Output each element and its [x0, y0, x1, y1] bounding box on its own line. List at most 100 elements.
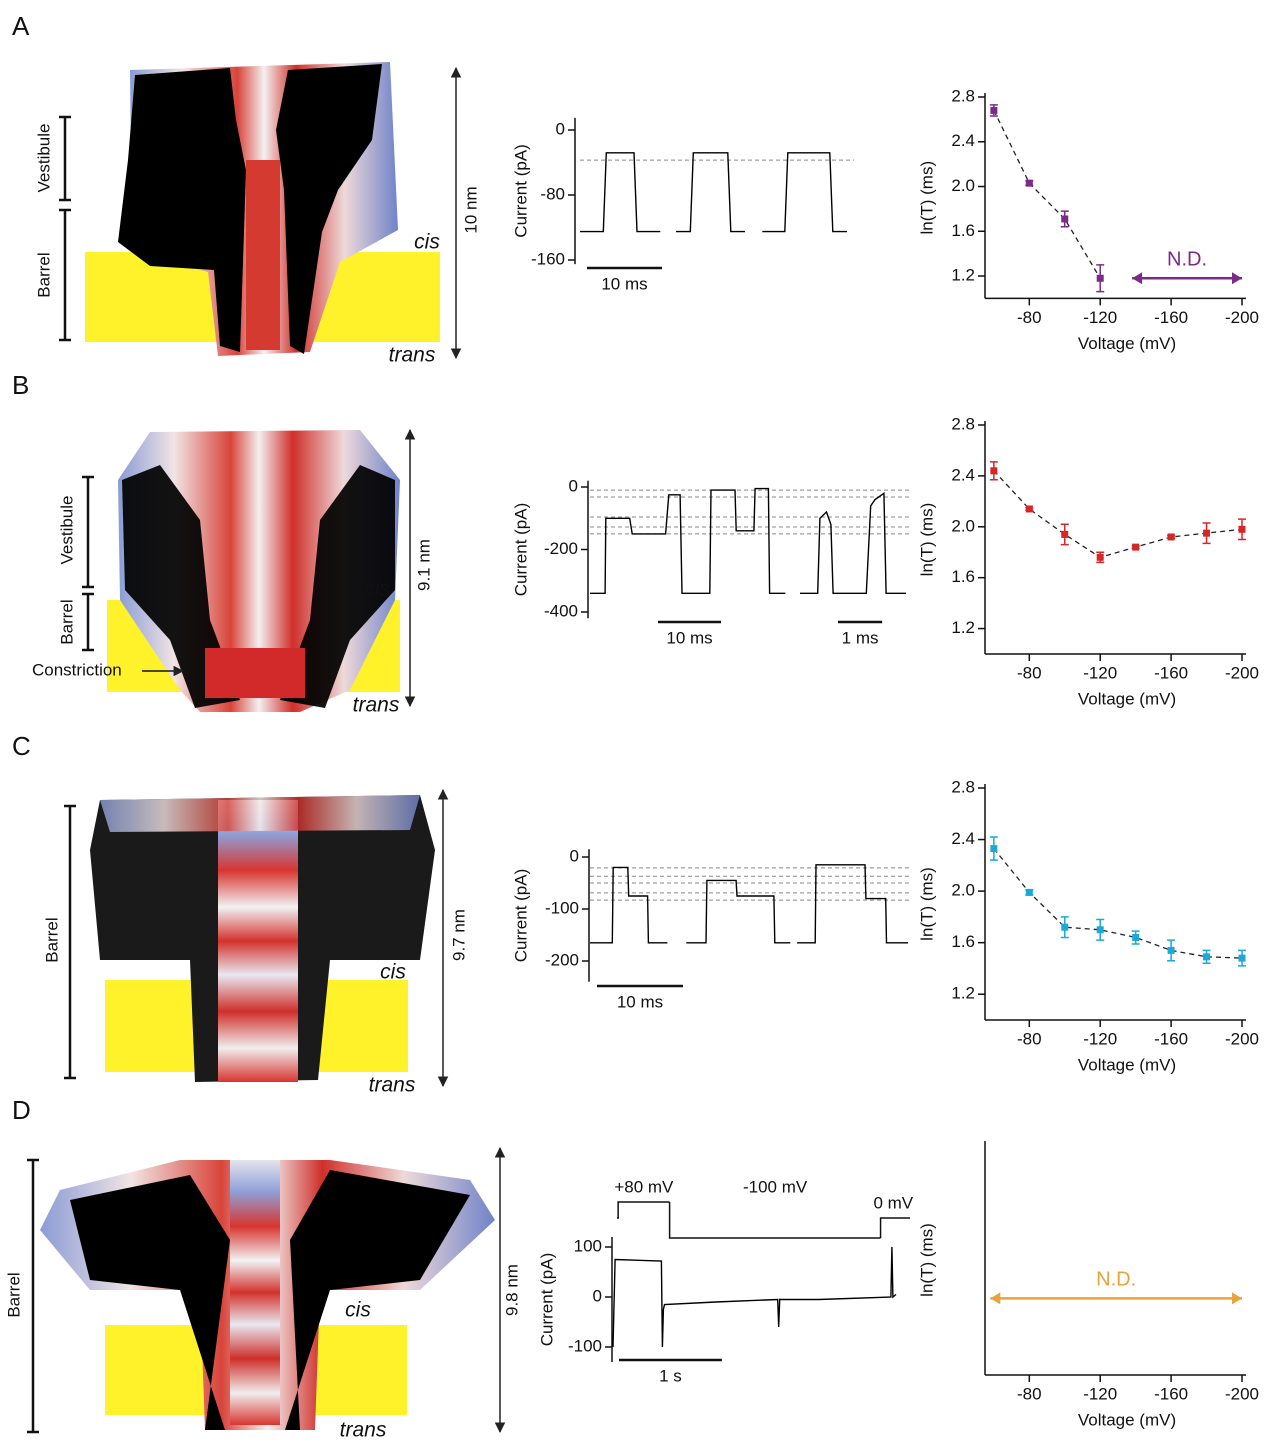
region-label: Barrel: [57, 599, 76, 644]
data-point: [1203, 953, 1211, 961]
data-point: [990, 106, 998, 114]
y-tick-label: 2.8: [951, 777, 975, 796]
voltage-protocol: +80 mV -100 mV 0 mV: [614, 1177, 914, 1239]
x-axis-label: Voltage (mV): [1078, 1410, 1176, 1429]
structure-a: [85, 62, 440, 356]
y-tick-label: 1.2: [951, 266, 975, 285]
y-axis-label: ln(T) (ms): [917, 867, 936, 941]
y-tick-label: -80: [540, 184, 565, 203]
y-tick-label: 0: [593, 1286, 602, 1305]
data-point: [1061, 215, 1069, 223]
x-axis-label: Voltage (mV): [1078, 689, 1176, 708]
x-tick-label: -160: [1154, 308, 1188, 327]
fit-line: [993, 848, 1243, 959]
data-point: [1025, 888, 1033, 896]
scale-bar-label: 1 s: [659, 1366, 682, 1385]
y-tick-label: 1.6: [951, 932, 975, 951]
y-tick-label: 1.2: [951, 618, 975, 637]
current-trace: [590, 487, 786, 594]
region-bracket: [82, 475, 94, 589]
x-tick-label: -120: [1083, 1029, 1117, 1048]
trans-label: trans: [340, 1419, 387, 1438]
y-tick-label: 1.6: [951, 567, 975, 586]
y-tick-label: 2.0: [951, 881, 975, 900]
protocol-step: [879, 1217, 910, 1238]
y-tick-label: 1.2: [951, 984, 975, 1003]
y-tick-label: 0: [556, 119, 565, 138]
region-bracket: [59, 115, 71, 202]
x-tick-label: -160: [1154, 1029, 1188, 1048]
data-point: [1167, 946, 1175, 954]
data-point: [1096, 553, 1104, 561]
y-tick-label: 2.4: [951, 829, 975, 848]
data-point: [1238, 525, 1246, 533]
x-tick-label: -80: [1017, 1029, 1042, 1048]
x-tick-label: -200: [1225, 1384, 1259, 1403]
x-tick-label: -120: [1083, 308, 1117, 327]
y-tick-label: 0: [570, 846, 579, 865]
data-point: [990, 845, 998, 853]
data-point: [1096, 926, 1104, 934]
current-trace: [580, 152, 847, 233]
scale-bar-label: 10 ms: [601, 274, 647, 293]
y-axis-label: ln(T) (ms): [917, 503, 936, 577]
data-point: [1132, 543, 1140, 551]
y-tick-label: 2.8: [951, 414, 975, 433]
height-label: 9.1 nm: [414, 539, 433, 591]
y-tick-label: -160: [531, 249, 565, 268]
current-trace: [590, 864, 908, 944]
trans-label: trans: [353, 694, 400, 717]
cis-label: cis: [414, 231, 440, 254]
y-tick-label: -100: [545, 898, 579, 917]
height-label: 10 nm: [461, 186, 480, 233]
current-trace: [800, 491, 906, 594]
height-label: 9.7 nm: [449, 909, 468, 961]
structure-c: [90, 795, 435, 1082]
x-tick-label: -80: [1017, 308, 1042, 327]
x-tick-label: -160: [1154, 663, 1188, 682]
x-tick-label: -200: [1225, 663, 1259, 682]
protocol-label: 0 mV: [873, 1193, 913, 1212]
x-tick-label: -80: [1017, 663, 1042, 682]
y-tick-label: -200: [544, 539, 578, 558]
trans-label: trans: [389, 344, 436, 367]
y-tick-label: 100: [574, 1236, 602, 1255]
panel-label: B: [12, 370, 29, 400]
y-tick-label: 1.6: [951, 221, 975, 240]
scale-bar-label: 10 ms: [666, 628, 712, 647]
protocol-step: [617, 1201, 670, 1219]
x-axis-label: Voltage (mV): [1078, 334, 1176, 353]
y-tick-label: 2.0: [951, 516, 975, 535]
y-axis-label: Current (pA): [511, 144, 530, 238]
structure-b: [107, 430, 400, 712]
cis-label: cis: [364, 578, 390, 601]
region-bracket: [82, 592, 94, 652]
region-bracket: [59, 208, 71, 342]
fit-line: [993, 470, 1243, 559]
fit-line: [993, 110, 1101, 279]
y-axis-label: ln(T) (ms): [917, 1223, 936, 1297]
panel-label: C: [12, 731, 31, 761]
data-point: [1096, 274, 1104, 282]
constriction-label: Constriction: [32, 660, 122, 679]
height-label: 9.8 nm: [502, 1264, 521, 1316]
region-label: Vestibule: [34, 124, 53, 193]
y-tick-label: 2.4: [951, 131, 975, 150]
y-tick-label: -400: [544, 601, 578, 620]
x-tick-label: -120: [1083, 1384, 1117, 1403]
nd-label: N.D.: [1096, 1269, 1136, 1291]
cis-label: cis: [380, 961, 406, 984]
data-point: [1025, 505, 1033, 513]
region-bracket: [27, 1158, 39, 1434]
y-axis-label: ln(T) (ms): [917, 161, 936, 235]
x-axis-label: Voltage (mV): [1078, 1055, 1176, 1074]
nd-label: N.D.: [1167, 249, 1207, 271]
scale-bar-label: 1 ms: [842, 628, 879, 647]
y-tick-label: -100: [568, 1336, 602, 1355]
region-label: Barrel: [4, 1272, 23, 1317]
data-point: [1061, 923, 1069, 931]
region-label: Vestibule: [57, 496, 76, 565]
y-tick-label: 0: [569, 476, 578, 495]
data-point: [1203, 529, 1211, 537]
